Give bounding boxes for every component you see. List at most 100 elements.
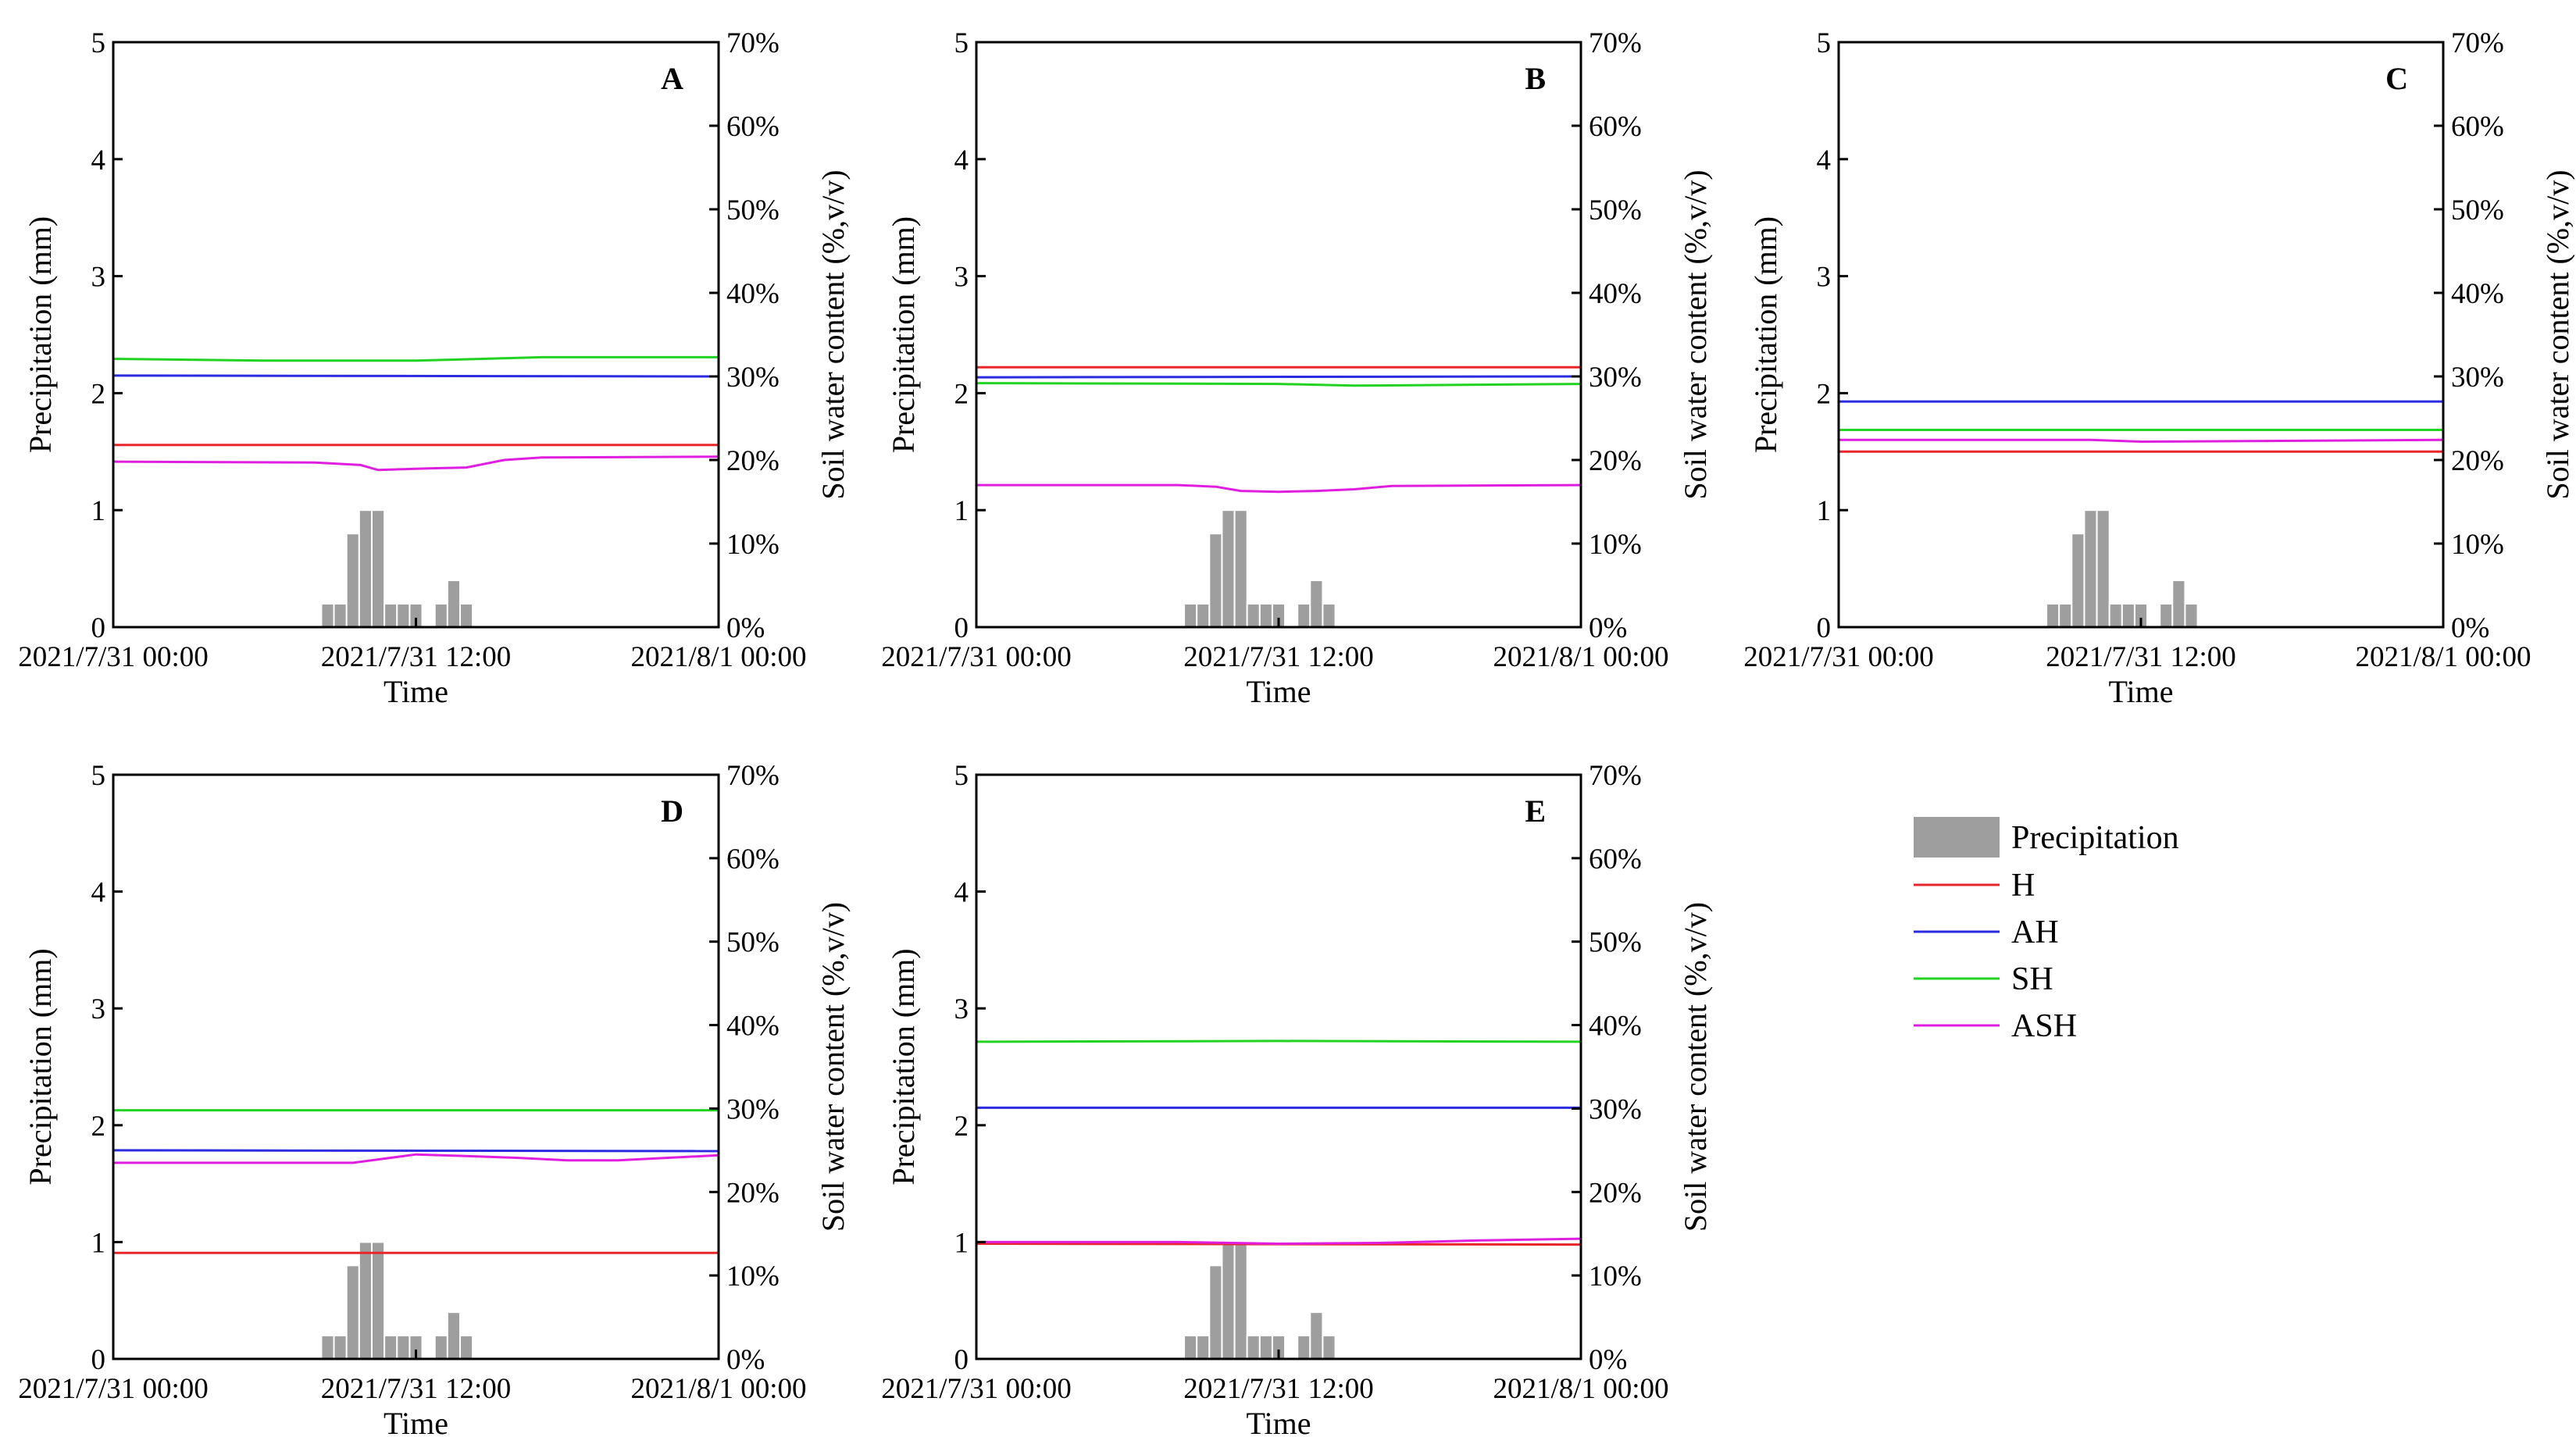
right-tick-label: 20% bbox=[1589, 1177, 1642, 1209]
x-axis-title: Time bbox=[1246, 674, 1311, 709]
panel-label: B bbox=[1525, 61, 1546, 96]
left-tick-label: 3 bbox=[91, 993, 106, 1025]
precipitation-bar bbox=[2071, 533, 2085, 628]
left-tick-label: 2 bbox=[91, 378, 106, 410]
left-tick-label: 3 bbox=[91, 262, 106, 294]
precipitation-bar bbox=[1309, 1311, 1324, 1360]
right-tick-label: 30% bbox=[1589, 362, 1642, 394]
right-tick-label: 0% bbox=[2451, 612, 2489, 644]
precipitation-bar bbox=[1196, 603, 1211, 628]
x-tick-label: 2021/8/1 00:00 bbox=[2355, 641, 2531, 673]
left-tick-label: 5 bbox=[91, 27, 106, 59]
left-tick-label: 4 bbox=[91, 877, 106, 909]
left-tick-label: 3 bbox=[954, 993, 969, 1025]
right-tick-label: 40% bbox=[726, 1011, 780, 1043]
precipitation-bar bbox=[1183, 1335, 1198, 1360]
panel-label: E bbox=[1525, 793, 1546, 829]
x-tick-label: 2021/7/31 00:00 bbox=[1743, 641, 1934, 673]
right-tick-label: 70% bbox=[2451, 27, 2504, 59]
left-tick-label: 1 bbox=[1817, 495, 1832, 527]
precipitation-bar bbox=[2159, 603, 2174, 628]
x-tick-label: 2021/7/31 12:00 bbox=[321, 1373, 512, 1405]
right-tick-label: 40% bbox=[1589, 1011, 1642, 1043]
right-tick-label: 70% bbox=[1589, 27, 1642, 59]
precipitation-bar bbox=[358, 1241, 373, 1360]
left-tick-label: 2 bbox=[91, 1111, 106, 1143]
x-tick-label: 2021/8/1 00:00 bbox=[630, 641, 806, 673]
left-tick-label: 2 bbox=[954, 1111, 969, 1143]
precipitation-bar bbox=[333, 603, 348, 628]
right-tick-label: 50% bbox=[2451, 194, 2504, 226]
right-tick-label: 0% bbox=[1589, 612, 1627, 644]
x-tick-label: 2021/7/31 12:00 bbox=[1183, 1373, 1374, 1405]
series-line-sh bbox=[976, 382, 1582, 387]
precipitation-bar bbox=[433, 1335, 448, 1360]
precipitation-bar bbox=[1221, 509, 1236, 629]
left-tick-label: 4 bbox=[954, 144, 969, 177]
left-tick-label: 1 bbox=[91, 1227, 106, 1259]
precipitation-bar bbox=[2046, 603, 2060, 628]
right-tick-label: 60% bbox=[1589, 843, 1642, 875]
panel-label: D bbox=[661, 793, 683, 829]
left-axis-title: Precipitation (mm) bbox=[23, 948, 58, 1185]
right-tick-label: 70% bbox=[726, 27, 780, 59]
precipitation-bar bbox=[2096, 509, 2110, 629]
left-tick-label: 1 bbox=[954, 1227, 969, 1259]
legend-label-sh: SH bbox=[2011, 961, 2053, 997]
left-tick-label: 0 bbox=[954, 1344, 969, 1376]
left-tick-label: 5 bbox=[1817, 27, 1832, 59]
precipitation-bar bbox=[446, 1311, 462, 1360]
series-line-ah bbox=[976, 375, 1582, 379]
precipitation-bar bbox=[459, 1335, 474, 1360]
right-tick-label: 0% bbox=[726, 1344, 765, 1376]
series-line-ash bbox=[976, 1237, 1582, 1246]
right-tick-label: 0% bbox=[1589, 1344, 1627, 1376]
left-tick-label: 5 bbox=[954, 27, 969, 59]
legend-label-precipitation: Precipitation bbox=[2011, 820, 2179, 856]
precipitation-bar bbox=[1208, 1264, 1223, 1360]
legend-label-h: H bbox=[2011, 868, 2035, 904]
series-line-ash bbox=[112, 455, 719, 472]
right-tick-label: 10% bbox=[1589, 1260, 1642, 1293]
precipitation-bar bbox=[1258, 603, 1273, 628]
right-tick-label: 20% bbox=[726, 445, 780, 477]
precipitation-bar bbox=[333, 1335, 348, 1360]
series-line-sh bbox=[112, 355, 719, 362]
left-axis-title: Precipitation (mm) bbox=[23, 216, 58, 453]
panel-label: A bbox=[661, 61, 683, 96]
series-line-ash bbox=[113, 1153, 719, 1164]
precipitation-bar bbox=[2121, 603, 2135, 628]
right-tick-label: 10% bbox=[726, 529, 780, 561]
precipitation-bar bbox=[384, 1335, 398, 1360]
right-tick-label: 10% bbox=[726, 1260, 780, 1293]
plot-frame bbox=[975, 41, 1582, 629]
plot-frame bbox=[1837, 41, 2445, 629]
legend-label-ah: AH bbox=[2011, 915, 2059, 950]
plot-frame bbox=[975, 773, 1582, 1360]
x-tick-label: 2021/7/31 12:00 bbox=[1183, 641, 1374, 673]
precipitation-bar bbox=[2108, 603, 2123, 628]
precipitation-bar bbox=[1297, 1335, 1311, 1360]
precipitation-bar bbox=[396, 1335, 411, 1360]
right-tick-label: 40% bbox=[1589, 278, 1642, 310]
precipitation-bar bbox=[345, 1264, 360, 1360]
right-axis-title: Soil water content (%,v/v) bbox=[1678, 902, 1713, 1232]
left-tick-label: 5 bbox=[954, 760, 969, 792]
precipitation-bar bbox=[1233, 509, 1248, 629]
right-tick-label: 30% bbox=[726, 362, 780, 394]
left-tick-label: 5 bbox=[91, 760, 106, 792]
right-tick-label: 60% bbox=[2451, 111, 2504, 143]
right-tick-label: 50% bbox=[1589, 927, 1642, 959]
precipitation-bar bbox=[446, 579, 462, 629]
right-tick-label: 40% bbox=[2451, 278, 2504, 310]
left-tick-label: 0 bbox=[954, 612, 969, 644]
right-tick-label: 10% bbox=[2451, 529, 2504, 561]
x-tick-label: 2021/7/31 12:00 bbox=[2046, 641, 2236, 673]
precipitation-bar bbox=[1322, 1335, 1336, 1360]
right-tick-label: 30% bbox=[1589, 1093, 1642, 1125]
x-axis-title: Time bbox=[384, 674, 448, 709]
precipitation-bar bbox=[1258, 1335, 1273, 1360]
